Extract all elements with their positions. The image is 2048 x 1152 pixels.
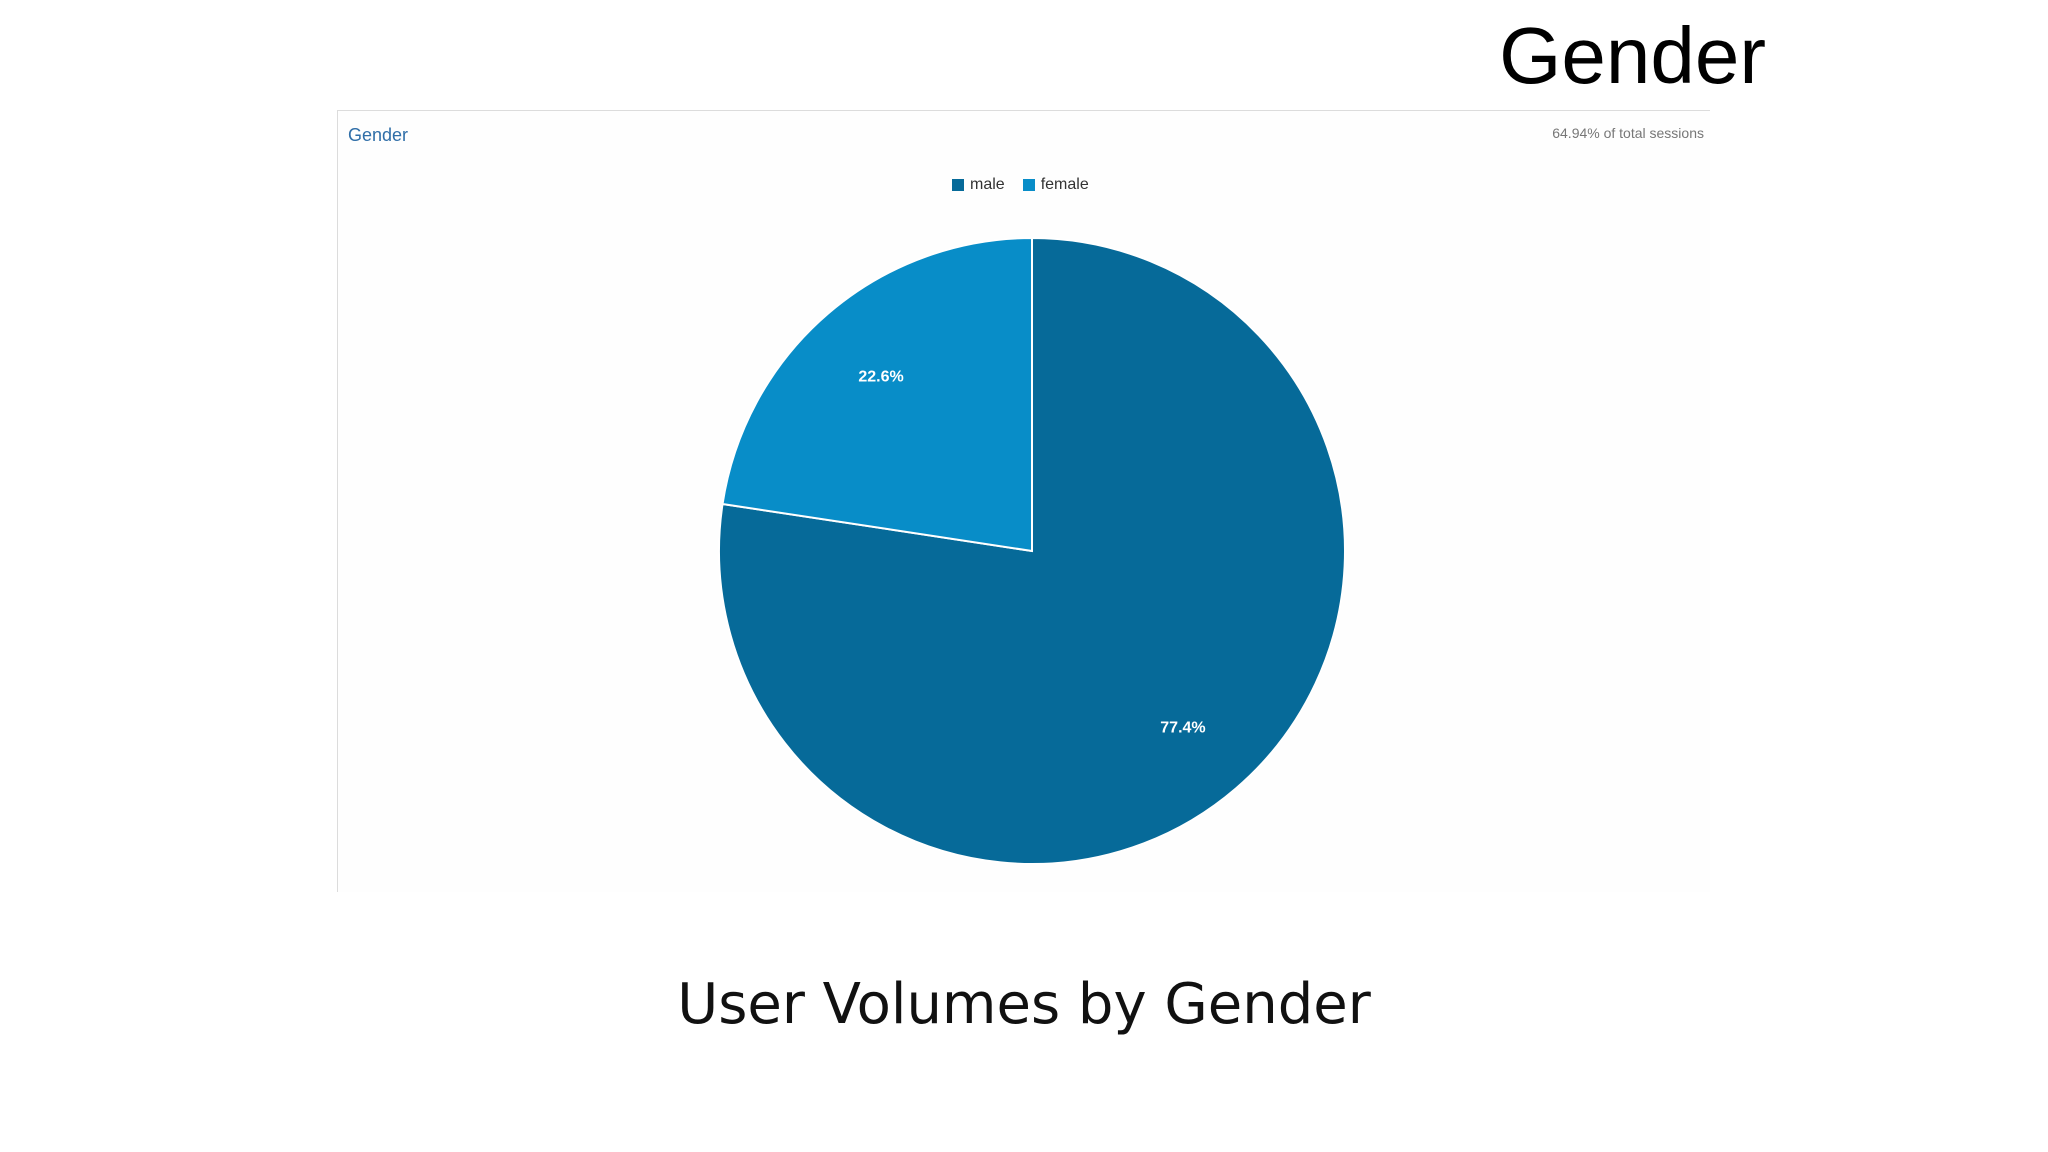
pie-chart: 77.4% 22.6%: [718, 236, 1346, 865]
pie-label-male: 77.4%: [1160, 720, 1205, 737]
chart-panel: Gender 64.94% of total sessions male fem…: [337, 110, 1710, 892]
slide-caption: User Volumes by Gender: [677, 972, 1371, 1037]
pie-label-female: 22.6%: [858, 368, 903, 385]
legend-label-female: female: [1040, 176, 1089, 193]
sessions-note: 64.94% of total sessions: [1552, 125, 1704, 141]
chart-legend: male female: [952, 176, 1107, 194]
legend-item-female[interactable]: female: [1022, 176, 1089, 194]
pie-slice-female[interactable]: [721, 236, 1033, 553]
slide-title: Gender: [1499, 11, 1766, 100]
legend-swatch-female: [1022, 179, 1035, 191]
legend-item-male[interactable]: male: [952, 176, 1005, 194]
legend-label-male: male: [970, 176, 1005, 193]
panel-heading[interactable]: Gender: [348, 125, 409, 145]
legend-swatch-male: [952, 179, 964, 191]
pie-slice-male[interactable]: [718, 236, 1346, 865]
